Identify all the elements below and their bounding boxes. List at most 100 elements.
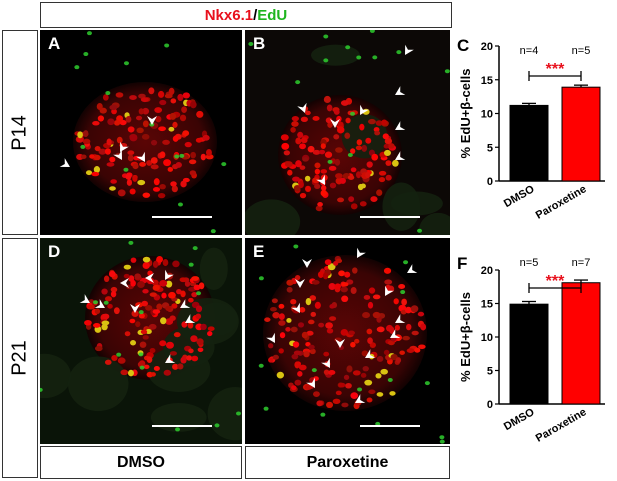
cell-nucleus xyxy=(156,303,163,311)
cell-nucleus xyxy=(359,123,365,131)
micrograph-e-image xyxy=(258,244,445,444)
cell-nucleus xyxy=(123,273,130,279)
edu-cell xyxy=(323,34,329,39)
cell-nucleus xyxy=(89,154,95,159)
edu-cell xyxy=(258,363,264,368)
cell-nucleus xyxy=(270,307,277,312)
cell-nucleus xyxy=(207,330,213,337)
cell-nucleus xyxy=(278,320,286,326)
cell-nucleus xyxy=(200,323,207,331)
cell-nucleus xyxy=(384,279,393,285)
cell-nucleus xyxy=(335,147,343,153)
edu-cell xyxy=(192,246,198,251)
n-label: n=5 xyxy=(520,257,539,269)
cell-nucleus xyxy=(171,303,178,309)
edu-cell xyxy=(177,202,183,207)
row-label-box-p21: P21 xyxy=(2,238,38,478)
arrowhead-icon xyxy=(405,44,414,55)
cell-nucleus xyxy=(302,157,309,162)
cell-nucleus xyxy=(268,343,274,349)
edu-cell xyxy=(400,290,406,295)
cell-nucleus xyxy=(350,148,356,154)
y-tick-label: 20 xyxy=(481,41,493,53)
edu-cell xyxy=(320,412,326,417)
bar-paroxetine xyxy=(561,86,601,182)
edu-cell xyxy=(149,122,155,127)
edu-cell xyxy=(123,61,129,66)
cell-nucleus xyxy=(305,110,311,116)
cell-nucleus xyxy=(162,259,169,267)
cell-nucleus xyxy=(290,127,296,133)
cell-nucleus xyxy=(284,161,293,168)
cell-nucleus xyxy=(293,350,302,356)
cell-nucleus xyxy=(272,354,280,360)
cell-nucleus xyxy=(312,149,321,155)
cell-nucleus xyxy=(139,161,146,167)
cell-nucleus xyxy=(163,369,172,376)
cell-nucleus xyxy=(311,280,320,285)
bar-dmso xyxy=(509,104,549,182)
cell-nucleus xyxy=(165,318,174,325)
arrowhead-icon xyxy=(365,349,376,358)
cell-nucleus xyxy=(198,282,205,290)
cell-nucleus xyxy=(294,275,301,281)
cell-nucleus xyxy=(323,351,330,357)
cell-nucleus xyxy=(175,289,182,295)
cell-nucleus xyxy=(372,311,381,319)
cell-nucleus xyxy=(137,179,146,186)
edu-cell xyxy=(138,310,144,315)
cell-nucleus xyxy=(279,332,286,339)
cell-nucleus xyxy=(126,179,133,186)
cell-nucleus xyxy=(392,159,399,167)
cell-nucleus xyxy=(136,127,144,134)
cell-nucleus xyxy=(336,126,345,134)
column-label-box-dmso: DMSO xyxy=(40,446,242,479)
cell-nucleus xyxy=(127,126,135,133)
cell-nucleus xyxy=(312,177,320,184)
edu-cell xyxy=(403,260,409,265)
cell-nucleus xyxy=(146,160,153,166)
cell-nucleus xyxy=(366,328,373,335)
cell-nucleus xyxy=(133,155,140,161)
arrowhead-icon xyxy=(395,151,406,160)
chart-label-c: C xyxy=(457,36,470,55)
cell-nucleus xyxy=(172,135,179,142)
cell-nucleus xyxy=(314,168,321,175)
cell-nucleus xyxy=(341,295,349,303)
edu-cell xyxy=(86,31,92,36)
cell-nucleus xyxy=(363,294,371,300)
cell-nucleus xyxy=(420,323,427,331)
cell-nucleus xyxy=(350,203,358,210)
cell-nucleus xyxy=(172,260,180,268)
cell-nucleus xyxy=(168,291,176,299)
edu-cell xyxy=(236,411,242,416)
cell-nucleus xyxy=(191,355,199,362)
cell-nucleus xyxy=(344,132,351,139)
cell-nucleus xyxy=(318,322,325,328)
cell-nucleus xyxy=(297,131,304,139)
cell-nucleus xyxy=(292,176,300,182)
cell-nucleus xyxy=(305,341,311,347)
cell-nucleus xyxy=(365,137,372,144)
cell-nucleus xyxy=(138,313,145,319)
cell-nucleus xyxy=(340,328,349,336)
cell-nucleus xyxy=(318,149,326,155)
cell-nucleus xyxy=(190,335,198,343)
cell-nucleus xyxy=(317,202,323,207)
cell-nucleus xyxy=(305,185,312,192)
cell-nucleus xyxy=(169,112,177,120)
cell-nucleus xyxy=(300,116,308,123)
cell-nucleus xyxy=(170,181,177,187)
cell-nucleus xyxy=(142,120,149,128)
panel-label-b: B xyxy=(253,34,266,53)
column-label-dmso: DMSO xyxy=(117,453,165,471)
cell-nucleus xyxy=(367,118,376,125)
edu-cell xyxy=(210,229,216,234)
cell-nucleus xyxy=(313,391,320,398)
cell-nucleus xyxy=(387,340,395,346)
cell-nucleus xyxy=(298,180,304,189)
cell-nucleus xyxy=(137,281,145,289)
cell-nucleus xyxy=(315,205,323,212)
x-tick-label: DMSO xyxy=(502,406,537,433)
cell-nucleus xyxy=(104,359,112,365)
